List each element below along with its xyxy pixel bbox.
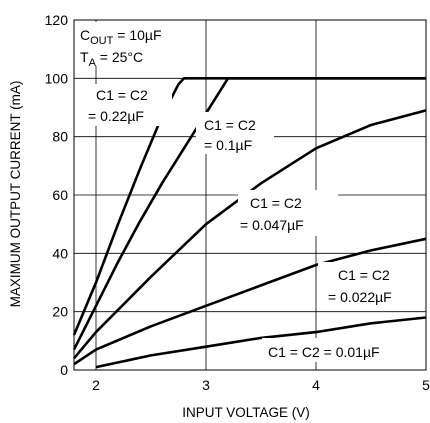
label-0-022uf-line1: C1 = C2 — [338, 267, 390, 283]
label-0-047uf-line2: = 0.047µF — [240, 217, 304, 233]
label-0-22uf: C1 = C2 = 0.22µF — [86, 84, 172, 126]
label-0-047uf-line1: C1 = C2 — [250, 195, 302, 211]
label-0-01uf-line1: C1 = C2 = 0.01µF — [268, 344, 380, 360]
label-0-22uf-bg — [86, 84, 172, 126]
y-tick-label-120: 120 — [45, 12, 69, 28]
curve-1 — [72, 77, 426, 351]
conditions-label: COUT = 10µF TA = 25°C — [74, 22, 204, 69]
conditions-bg — [74, 22, 204, 66]
cout-label: COUT = 10µF — [80, 27, 162, 47]
x-tick-label-4: 4 — [312, 377, 320, 393]
label-0-1uf-bg — [196, 112, 274, 154]
curve-3 — [73, 237, 427, 366]
label-0-22uf-line2: = 0.22µF — [88, 108, 144, 124]
x-tick-label-2: 2 — [92, 377, 100, 393]
y-tick-label-40: 40 — [52, 245, 68, 261]
label-0-1uf: C1 = C2 = 0.1µF — [196, 112, 274, 154]
y-tick-label-60: 60 — [52, 187, 68, 203]
label-0-022uf-line2: = 0.022µF — [328, 289, 392, 305]
curve-0 — [72, 77, 426, 336]
label-0-047uf-bg — [238, 190, 338, 236]
label-0-1uf-line1: C1 = C2 — [204, 117, 256, 133]
curves — [72, 77, 427, 369]
curve-4 — [95, 316, 427, 369]
x-axis-title: INPUT VOLTAGE (V) — [182, 405, 310, 420]
y-tick-label-100: 100 — [45, 70, 69, 86]
y-axis-title: MAXIMUM OUTPUT CURRENT (mA) — [8, 81, 23, 308]
plot-frame — [73, 19, 427, 371]
x-tick-label-5: 5 — [422, 377, 430, 393]
y-tick-label-0: 0 — [60, 362, 68, 378]
label-0-1uf-line2: = 0.1µF — [204, 137, 252, 153]
ta-label: TA = 25°C — [80, 49, 143, 69]
label-0-022uf-bg — [318, 262, 422, 308]
annotations: COUT = 10µF TA = 25°C C1 = C2 = 0.22µF C… — [74, 22, 422, 362]
label-0-22uf-line1: C1 = C2 — [96, 87, 148, 103]
axes: 2 3 4 5 0 20 40 60 80 100 120 — [45, 12, 430, 393]
label-0-01uf-bg — [262, 338, 414, 362]
x-tick-label-3: 3 — [202, 377, 210, 393]
y-tick-label-80: 80 — [52, 129, 68, 145]
label-0-022uf: C1 = C2 = 0.022µF — [318, 262, 422, 308]
y-tick-label-20: 20 — [52, 304, 68, 320]
label-0-047uf: C1 = C2 = 0.047µF — [238, 190, 338, 236]
curve-2 — [73, 109, 427, 360]
label-0-01uf: C1 = C2 = 0.01µF — [262, 338, 414, 362]
